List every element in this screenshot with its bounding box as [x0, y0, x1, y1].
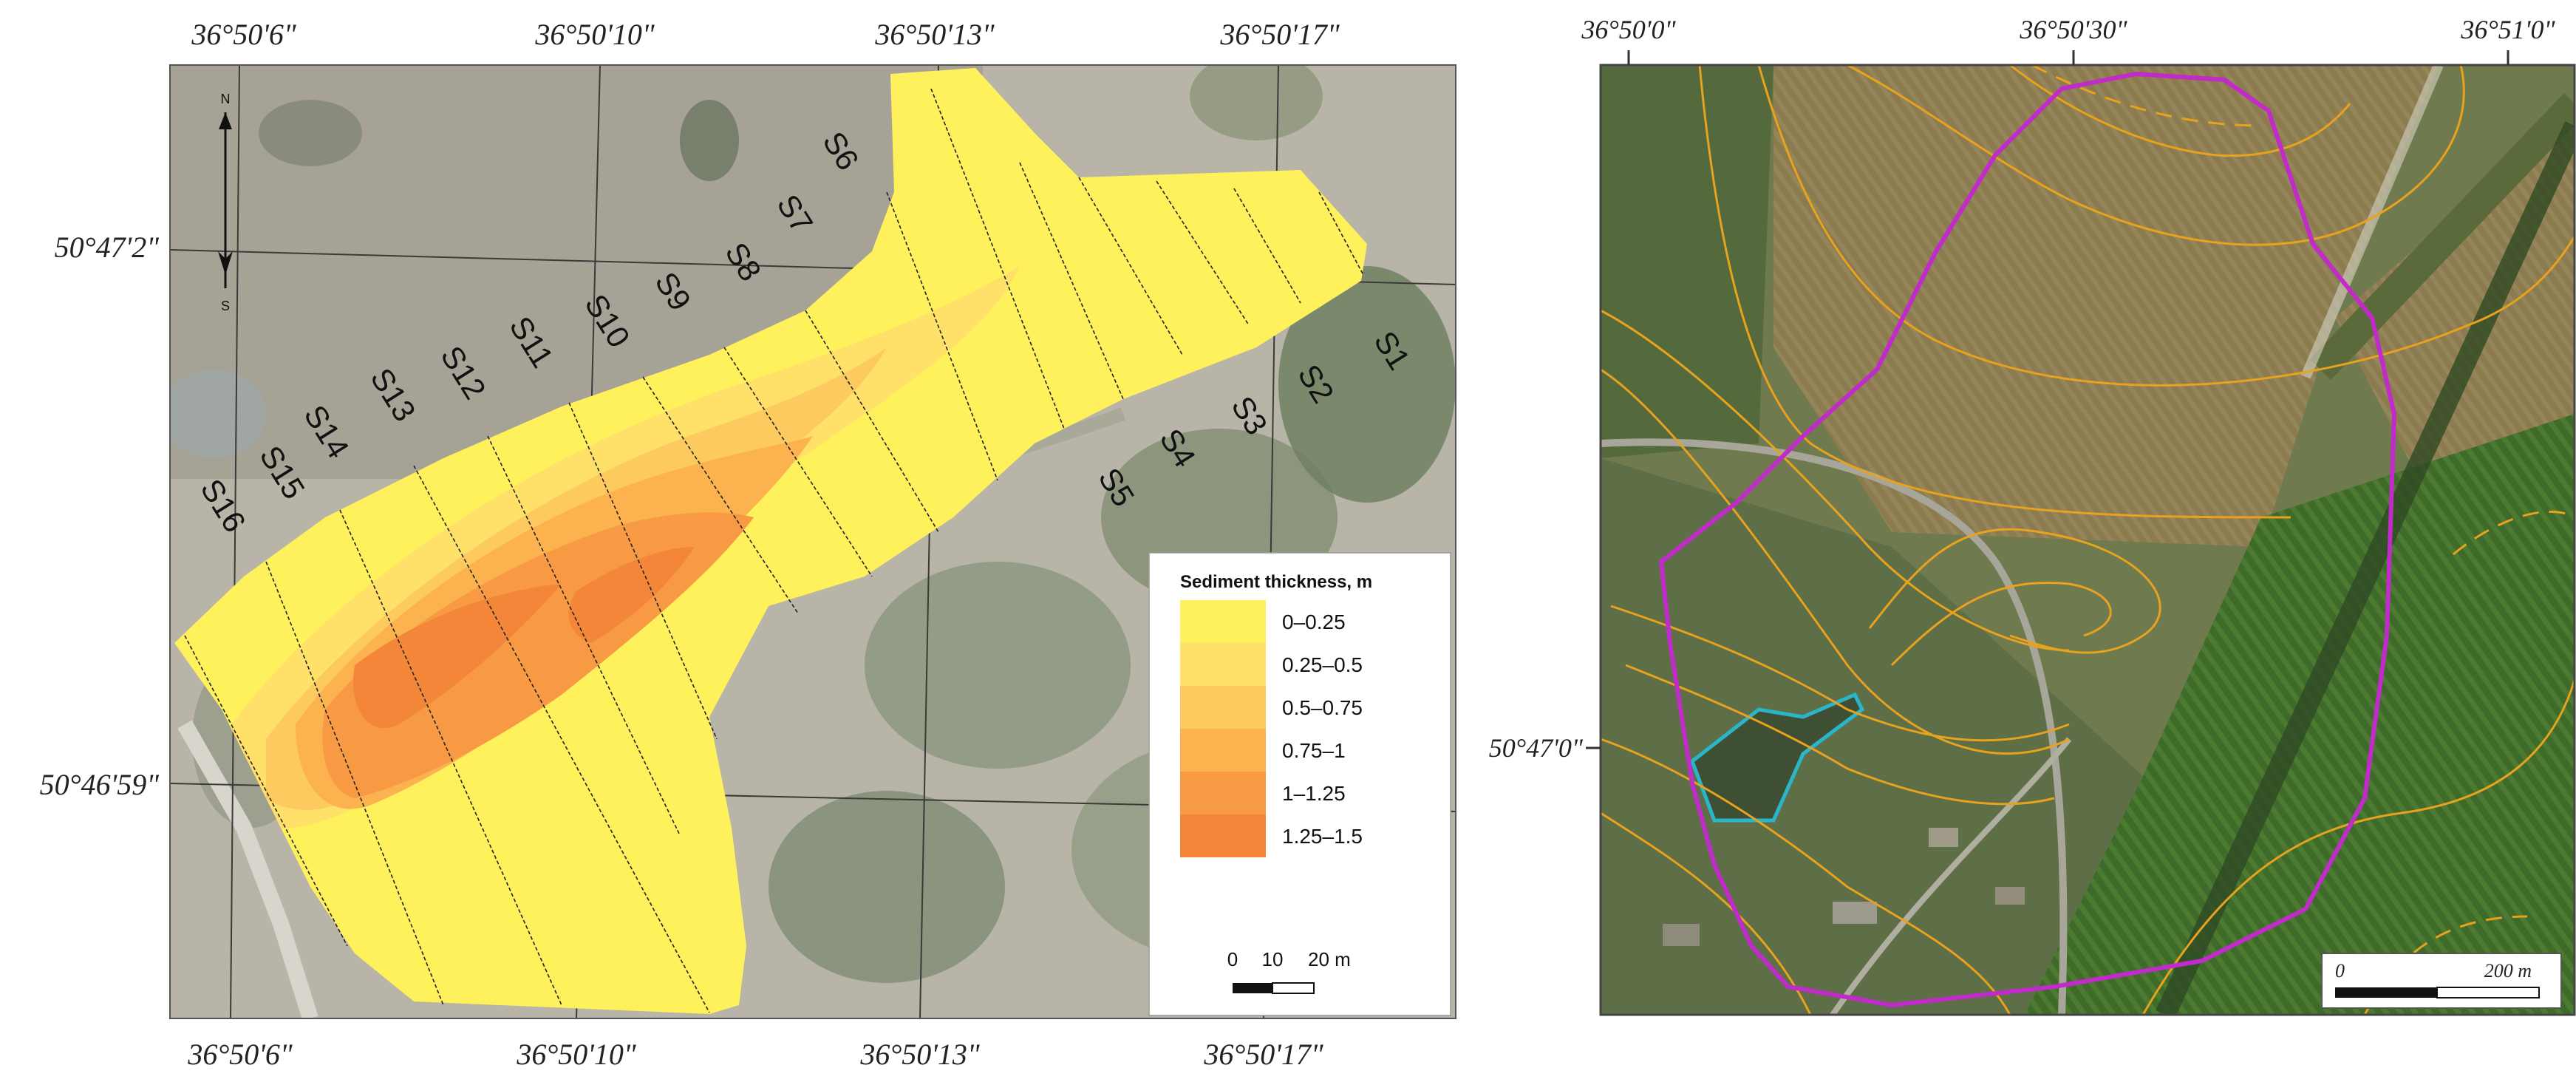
right-scale-0: 0 [2335, 960, 2345, 981]
study-area-boundary [1658, 71, 2397, 1008]
pond [1690, 692, 1865, 823]
right-top-lon-2: 36°50'30" [2019, 15, 2127, 44]
north-arrow-icon: N S [218, 92, 233, 313]
right-satellite-basemap [1601, 65, 2575, 1015]
left-bottom-lon-4: 36°50'17" [1203, 1038, 1323, 1071]
right-scale-200: 200 m [2484, 960, 2532, 981]
north-label: N [221, 92, 231, 106]
legend-label-3: 0.5–0.75 [1282, 696, 1363, 719]
right-map-ticks [1586, 50, 2509, 749]
right-top-lon-1: 36°50'0" [1581, 15, 1676, 44]
left-bottom-lon-2: 36°50'10" [516, 1038, 636, 1071]
legend-scale-10: 10 [1262, 948, 1284, 970]
left-lat-1: 50°47'2" [55, 231, 160, 264]
legend-scale-0: 0 [1227, 948, 1238, 970]
left-map-frame [169, 64, 1456, 1019]
legend-swatch-3 [1180, 686, 1266, 729]
legend-label-2: 0.25–0.5 [1282, 653, 1363, 676]
right-map-frame [1599, 64, 2576, 1016]
legend-classes: 0–0.25 0.25–0.5 0.5–0.75 0.75–1 1–1.25 1.25–1… [1180, 600, 1363, 857]
right-top-lon-3: 36°51'0" [2460, 15, 2555, 44]
legend-scale-bar: 0 10 20 m [1227, 948, 1351, 994]
survey-profile-lines [184, 88, 1364, 1013]
right-scale-bar: 0 200 m [2321, 953, 2562, 1009]
legend-swatch-2 [1180, 643, 1266, 686]
legend-swatch-1 [1180, 600, 1266, 643]
left-coordinate-labels: 36°50'6" 36°50'10" 36°50'13" 36°50'17" 3… [40, 18, 1340, 1071]
legend-label-1: 0–0.25 [1282, 610, 1346, 633]
left-bottom-lon-3: 36°50'13" [859, 1038, 980, 1071]
left-top-lon-3: 36°50'13" [874, 18, 995, 51]
right-coordinate-labels: 36°50'0" 36°50'30" 36°51'0" 50°47'0" [1489, 15, 2556, 763]
legend-swatch-6 [1180, 814, 1266, 857]
legend-swatch-5 [1180, 772, 1266, 814]
left-top-lon-2: 36°50'10" [534, 18, 655, 51]
left-bottom-lon-1: 36°50'6" [187, 1038, 293, 1071]
right-map: 0 200 m 36°50'0" 36°50'30" 36°51'0" 50°4… [1489, 15, 2576, 1016]
legend-label-4: 0.75–1 [1282, 739, 1346, 762]
legend-label-5: 1–1.25 [1282, 782, 1346, 805]
legend-label-6: 1.25–1.5 [1282, 825, 1363, 848]
left-top-lon-1: 36°50'6" [191, 18, 296, 51]
right-lat-1: 50°47'0" [1489, 733, 1584, 763]
left-map: S1 S2 S3 S4 S5 S6 S7 S8 S9 S10 S11 S12 S… [40, 18, 1456, 1071]
left-top-lon-4: 36°50'17" [1219, 18, 1340, 51]
legend-swatch-4 [1180, 729, 1266, 772]
legend: Sediment thickness, m 0–0.25 0.25–0.5 0.5–… [1148, 552, 1451, 1016]
contour-lines [1600, 64, 2576, 1015]
legend-scale-20: 20 m [1308, 948, 1351, 970]
legend-title: Sediment thickness, m [1180, 572, 1372, 592]
left-lat-2: 50°46'59" [40, 768, 160, 801]
south-label: S [221, 299, 230, 313]
